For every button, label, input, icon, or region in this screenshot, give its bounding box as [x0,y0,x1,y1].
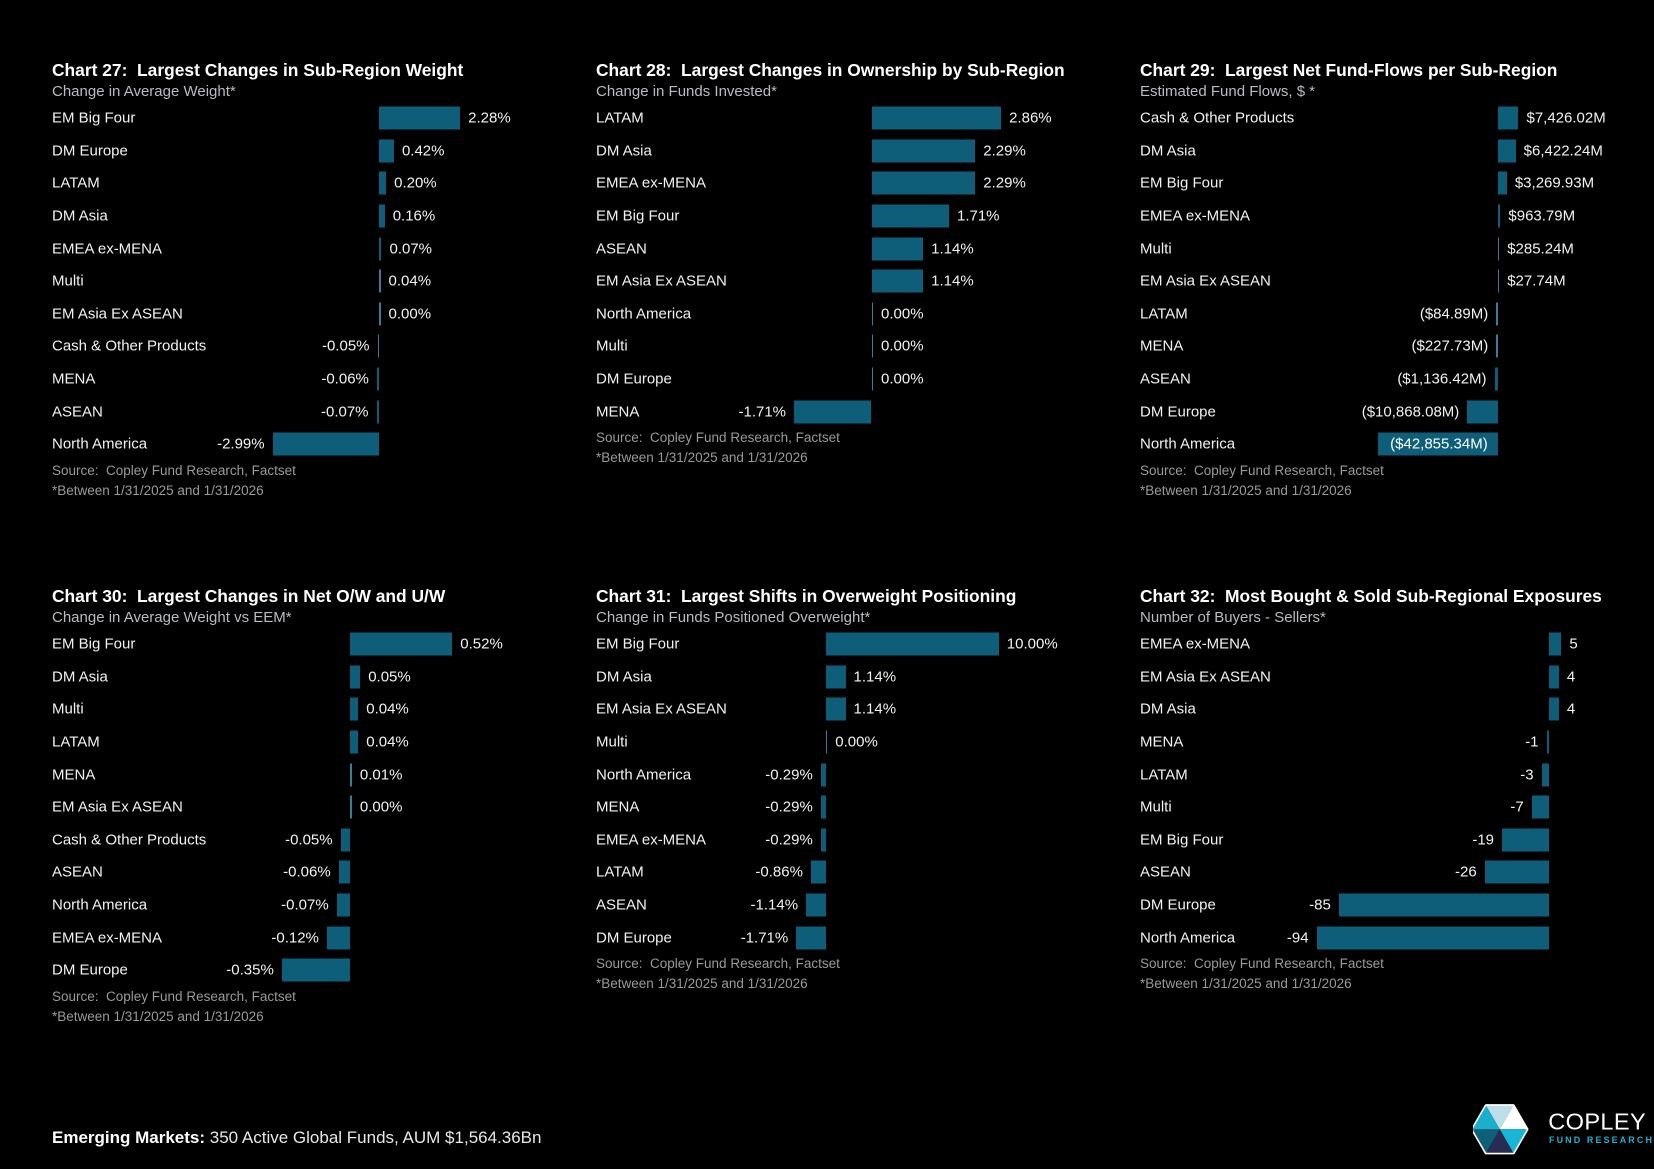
svg-text:FUND RESEARCH: FUND RESEARCH [1549,1135,1654,1145]
svg-text:COPLEY: COPLEY [1548,1108,1646,1134]
